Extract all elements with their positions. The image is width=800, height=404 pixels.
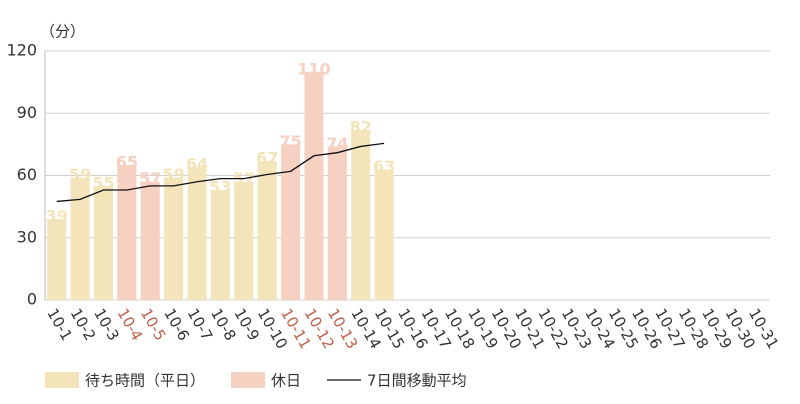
data-label: 39	[46, 207, 68, 226]
bar	[117, 165, 137, 300]
bar	[140, 181, 160, 300]
bar	[304, 71, 324, 300]
data-label: 67	[256, 148, 278, 167]
data-label: 82	[350, 117, 372, 136]
data-label: 65	[116, 153, 138, 172]
data-label: 59	[162, 165, 184, 184]
data-label: 53	[209, 178, 231, 197]
bar	[234, 181, 254, 300]
bar	[164, 177, 184, 300]
bar	[351, 129, 371, 300]
data-label: 59	[69, 165, 91, 184]
data-label: 75	[279, 132, 301, 151]
bar	[257, 160, 277, 300]
y-tick-label: 60	[17, 165, 37, 184]
data-label: 57	[139, 169, 161, 188]
bar	[210, 190, 230, 300]
bar	[374, 169, 394, 300]
y-tick-label: 30	[17, 227, 37, 246]
bar	[70, 177, 90, 300]
legend-swatch	[45, 372, 79, 388]
legend-swatch	[231, 372, 266, 388]
legend-label: 7日間移動平均	[367, 372, 467, 390]
bar	[93, 185, 113, 300]
data-label: 63	[373, 157, 395, 176]
y-tick-label: 0	[27, 290, 37, 309]
legend-label: 休日	[271, 372, 301, 390]
bar	[281, 144, 301, 300]
data-label: 74	[326, 134, 348, 153]
moving-average-line	[56, 142, 385, 203]
data-label: 110	[297, 59, 330, 78]
y-tick-label: 120	[6, 41, 37, 60]
bar	[187, 167, 207, 300]
y-tick-label: 90	[17, 103, 37, 122]
bar	[327, 146, 347, 300]
legend-label: 待ち時間（平日）	[85, 372, 205, 390]
bar	[47, 219, 67, 300]
data-label: 64	[186, 155, 208, 174]
data-label: 55	[92, 173, 114, 192]
y-axis-label: （分）	[40, 23, 85, 41]
